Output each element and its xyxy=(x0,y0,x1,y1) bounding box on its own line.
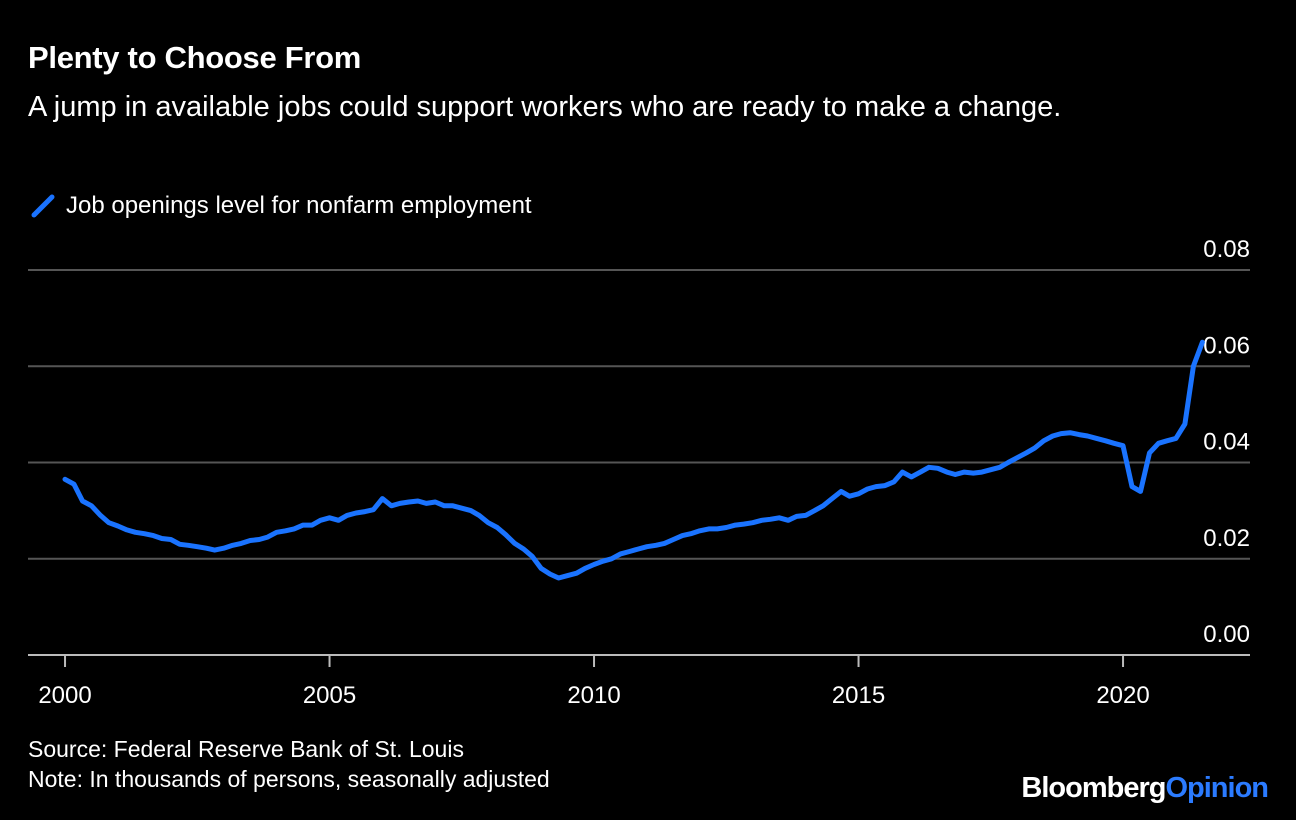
y-tick-label: 0.00 xyxy=(1203,621,1250,648)
x-tick-label: 2010 xyxy=(567,682,620,709)
brand-logo-opinion: Opinion xyxy=(1165,772,1269,804)
chart-title: Plenty to Choose From xyxy=(28,40,362,75)
series-line xyxy=(62,339,1205,581)
x-tick-label: 2005 xyxy=(303,682,356,709)
units-note: Note: In thousands of persons, seasonall… xyxy=(28,766,550,792)
y-tick-label: 0.06 xyxy=(1203,332,1250,359)
brand-logo: BloombergOpinion xyxy=(1021,772,1269,805)
legend-label: Job openings level for nonfarm employmen… xyxy=(66,192,532,219)
source-note: Source: Federal Reserve Bank of St. Loui… xyxy=(28,736,464,762)
legend-swatch-icon xyxy=(31,194,55,218)
x-tick-label: 2020 xyxy=(1096,682,1149,709)
legend: Job openings level for nonfarm employmen… xyxy=(30,190,532,222)
brand-logo-bloomberg: Bloomberg xyxy=(1021,772,1166,804)
y-tick-label: 0.02 xyxy=(1203,525,1250,552)
x-tick-label: 2000 xyxy=(38,682,91,709)
x-tick-label: 2015 xyxy=(832,682,885,709)
y-tick-label: 0.08 xyxy=(1203,236,1250,263)
chart-subtitle: A jump in available jobs could support w… xyxy=(28,91,1062,123)
y-tick-label: 0.04 xyxy=(1203,429,1250,456)
